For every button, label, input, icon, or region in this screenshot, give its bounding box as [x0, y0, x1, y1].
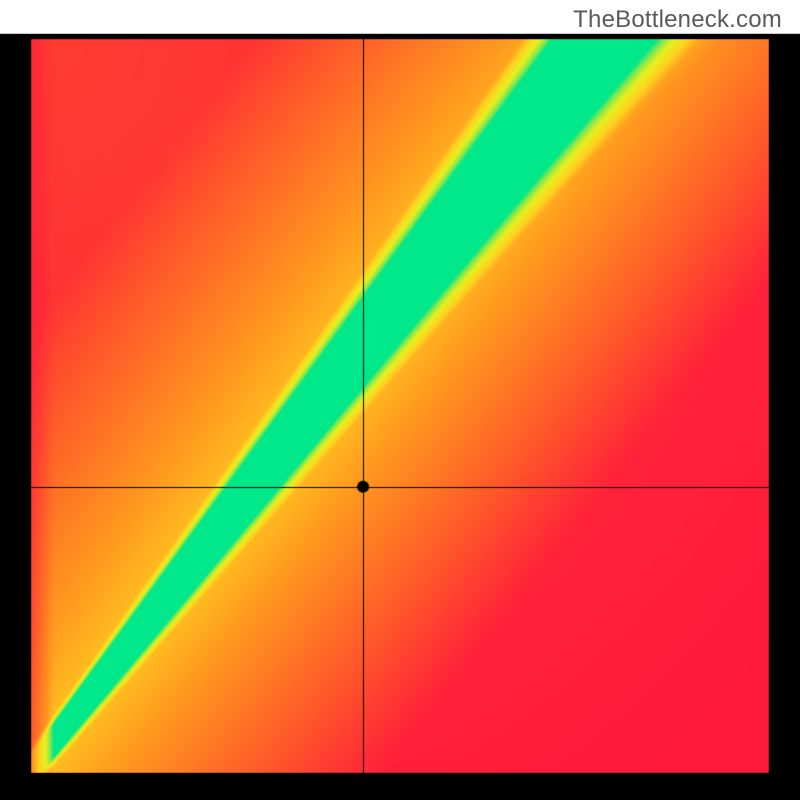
- crosshair-overlay: [0, 0, 800, 800]
- watermark-text: TheBottleneck.com: [573, 6, 782, 34]
